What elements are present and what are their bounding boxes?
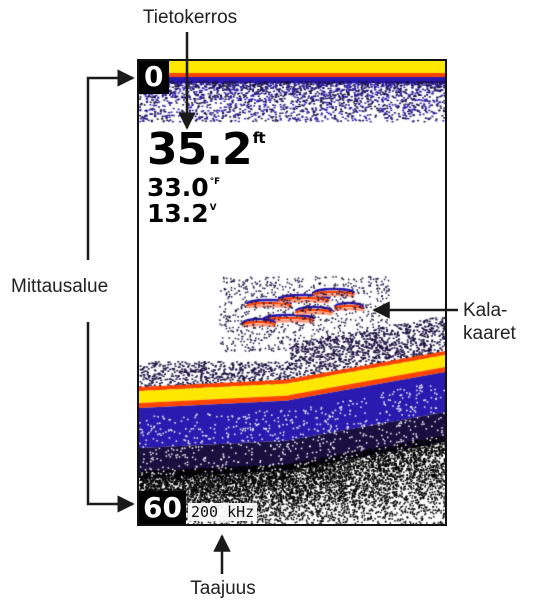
depth-value: 35.2 — [147, 124, 253, 175]
fish-arches-label: Kala- kaaret — [463, 299, 543, 345]
range-top-value: 0 — [139, 61, 170, 94]
voltage-readout: 13.2V — [147, 201, 216, 226]
voltage-value: 13.2 — [147, 199, 209, 228]
fish-arches-label-line1: Kala- — [463, 300, 508, 321]
temperature-unit: °F — [209, 177, 221, 187]
depth-unit: ft — [252, 129, 266, 147]
temperature-readout: 33.0°F — [147, 175, 220, 200]
sonar-screen: 0 35.2ft 33.0°F 13.2V 60 200 kHz — [137, 59, 447, 526]
frequency-label: Taajuus — [190, 578, 256, 599]
sonar-history-view — [139, 61, 445, 524]
temperature-value: 33.0 — [147, 173, 209, 202]
range-bottom-value: 60 — [139, 491, 186, 524]
voltage-unit: V — [209, 203, 217, 213]
depth-readout: 35.2ft — [147, 128, 266, 172]
range-bracket-bottom — [86, 322, 135, 513]
fish-arches-label-line2: kaaret — [463, 323, 516, 344]
data-layer-label: Tietokerros — [142, 7, 238, 28]
range-bracket-top — [86, 69, 135, 260]
range-label: Mittausalue — [11, 276, 109, 297]
frequency-value: 200 kHz — [188, 503, 258, 521]
